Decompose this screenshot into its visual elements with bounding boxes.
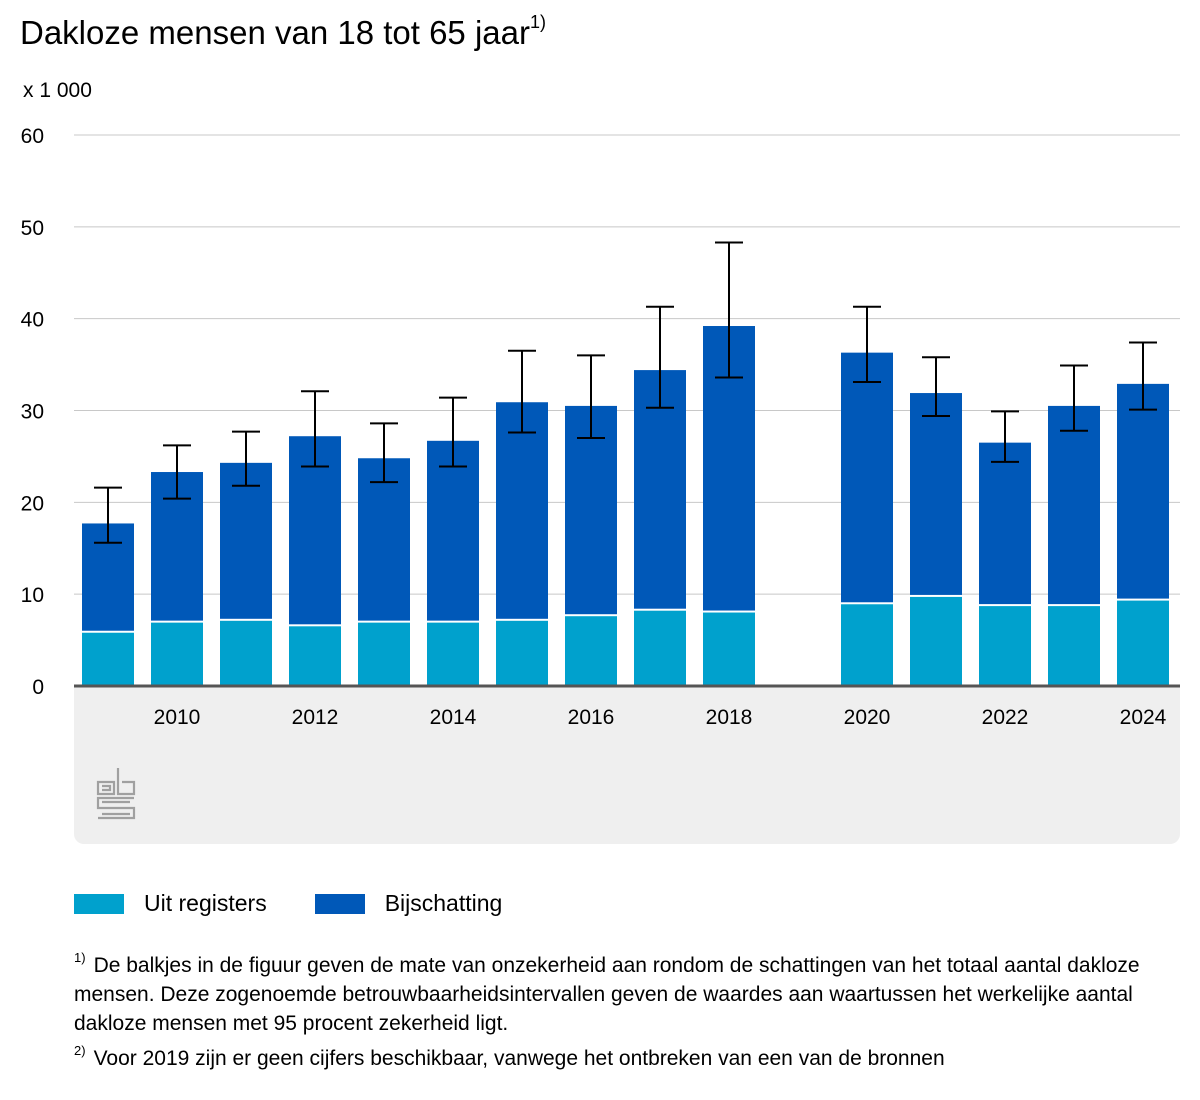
x-tick-label: 2012 bbox=[292, 706, 339, 729]
x-tick-label: 2014 bbox=[430, 706, 477, 729]
y-tick-label: 10 bbox=[21, 584, 44, 607]
bar-registers-2022 bbox=[979, 606, 1031, 686]
x-tick-label: 2020 bbox=[844, 706, 891, 729]
y-tick-label: 50 bbox=[21, 217, 44, 240]
bar-registers-2020 bbox=[841, 604, 893, 686]
bar-registers-2018 bbox=[703, 612, 755, 686]
bar-registers-2017 bbox=[634, 610, 686, 686]
bars bbox=[82, 326, 1169, 686]
error-bar-2016 bbox=[577, 354, 605, 440]
error-bar-2020 bbox=[853, 305, 881, 384]
chart-title-text: Dakloze mensen van 18 tot 65 jaar bbox=[20, 14, 530, 51]
error-bar-2024 bbox=[1129, 341, 1157, 411]
bar-estimate-2013 bbox=[358, 458, 410, 621]
error-bar-2017 bbox=[646, 305, 674, 409]
error-bar-2022 bbox=[991, 410, 1019, 463]
bar-estimate-2011 bbox=[220, 462, 272, 619]
error-bar-2023 bbox=[1060, 364, 1088, 432]
bar-estimate-2021 bbox=[910, 393, 962, 595]
error-bar-2021 bbox=[922, 356, 950, 418]
error-bar-2013 bbox=[370, 422, 398, 484]
error-bars bbox=[94, 241, 1157, 544]
bar-registers-2013 bbox=[358, 622, 410, 686]
bar-estimate-2014 bbox=[427, 440, 479, 621]
legend: Uit registers Bijschatting bbox=[74, 890, 502, 917]
bar-registers-2015 bbox=[496, 620, 548, 686]
bar-registers-2012 bbox=[289, 626, 341, 686]
bar-estimate-2012 bbox=[289, 436, 341, 625]
title-footnote-marker: 1) bbox=[529, 12, 546, 32]
bar-registers-2021 bbox=[910, 596, 962, 686]
bar-registers-2011 bbox=[220, 620, 272, 686]
bar-registers-2016 bbox=[565, 616, 617, 686]
x-axis-labels: 2010 2012 2014 2016 2018 2020 2022 2024 bbox=[154, 706, 1167, 729]
bar-estimate-2020 bbox=[841, 352, 893, 603]
footnote-2: 2) Voor 2019 zijn er geen cijfers beschik… bbox=[74, 1038, 1174, 1073]
error-bar-2014 bbox=[439, 396, 467, 468]
y-tick-label: 20 bbox=[21, 492, 44, 515]
bar-estimate-2016 bbox=[565, 405, 617, 615]
bar-estimate-2015 bbox=[496, 402, 548, 619]
x-tick-label: 2022 bbox=[982, 706, 1029, 729]
x-tick-label: 2018 bbox=[706, 706, 753, 729]
bar-chart: 0 10 20 30 40 50 60 bbox=[21, 125, 1180, 699]
cbs-logo-icon bbox=[96, 768, 136, 820]
x-tick-label: 2016 bbox=[568, 706, 615, 729]
legend-swatch-estimate bbox=[314, 893, 365, 914]
x-tick-label: 2024 bbox=[1120, 706, 1167, 729]
legend-label-registers: Uit registers bbox=[144, 890, 267, 916]
x-tick-label: 2010 bbox=[154, 706, 201, 729]
y-tick-label: 60 bbox=[21, 125, 44, 148]
y-tick-label: 40 bbox=[21, 309, 44, 332]
footnote-2-text: Voor 2019 zijn er geen cijfers beschikba… bbox=[93, 1047, 945, 1070]
chart-title: Dakloze mensen van 18 tot 65 jaar1) bbox=[20, 12, 546, 52]
bar-registers-2023 bbox=[1048, 606, 1100, 686]
footnote-1-marker: 1) bbox=[74, 950, 86, 965]
legend-item-estimate: Bijschatting bbox=[314, 890, 503, 917]
legend-label-estimate: Bijschatting bbox=[384, 890, 503, 916]
error-bar-2015 bbox=[508, 349, 536, 434]
error-bar-2011 bbox=[232, 430, 260, 487]
footnote-1: 1) De balkjes in de figuur geven de mate … bbox=[74, 945, 1174, 1038]
bar-estimate-2022 bbox=[979, 442, 1031, 605]
bar-registers-2014 bbox=[427, 622, 479, 686]
error-bar-2009 bbox=[94, 486, 122, 544]
y-axis-unit: x 1 000 bbox=[23, 79, 92, 102]
y-tick-label: 30 bbox=[21, 401, 44, 424]
bar-registers-2009 bbox=[82, 632, 134, 686]
bar-registers-2024 bbox=[1117, 600, 1169, 686]
x-axis-panel bbox=[74, 686, 1180, 844]
bar-estimate-2023 bbox=[1048, 405, 1100, 605]
bar-estimate-2017 bbox=[634, 370, 686, 609]
bar-estimate-2024 bbox=[1117, 383, 1169, 599]
legend-swatch-registers bbox=[74, 893, 124, 914]
footnotes: 1) De balkjes in de figuur geven de mate … bbox=[74, 945, 1174, 1073]
axes: 0 10 20 30 40 50 60 bbox=[21, 125, 1180, 699]
footnote-1-text: De balkjes in de figuur geven de mate va… bbox=[74, 954, 1140, 1035]
y-tick-label: 0 bbox=[32, 676, 44, 699]
bar-registers-2010 bbox=[151, 622, 203, 686]
legend-item-registers: Uit registers bbox=[74, 890, 267, 917]
error-bar-2018 bbox=[715, 241, 743, 379]
error-bar-2010 bbox=[163, 444, 191, 500]
footnote-2-marker: 2) bbox=[74, 1043, 86, 1058]
error-bar-2012 bbox=[301, 390, 329, 468]
